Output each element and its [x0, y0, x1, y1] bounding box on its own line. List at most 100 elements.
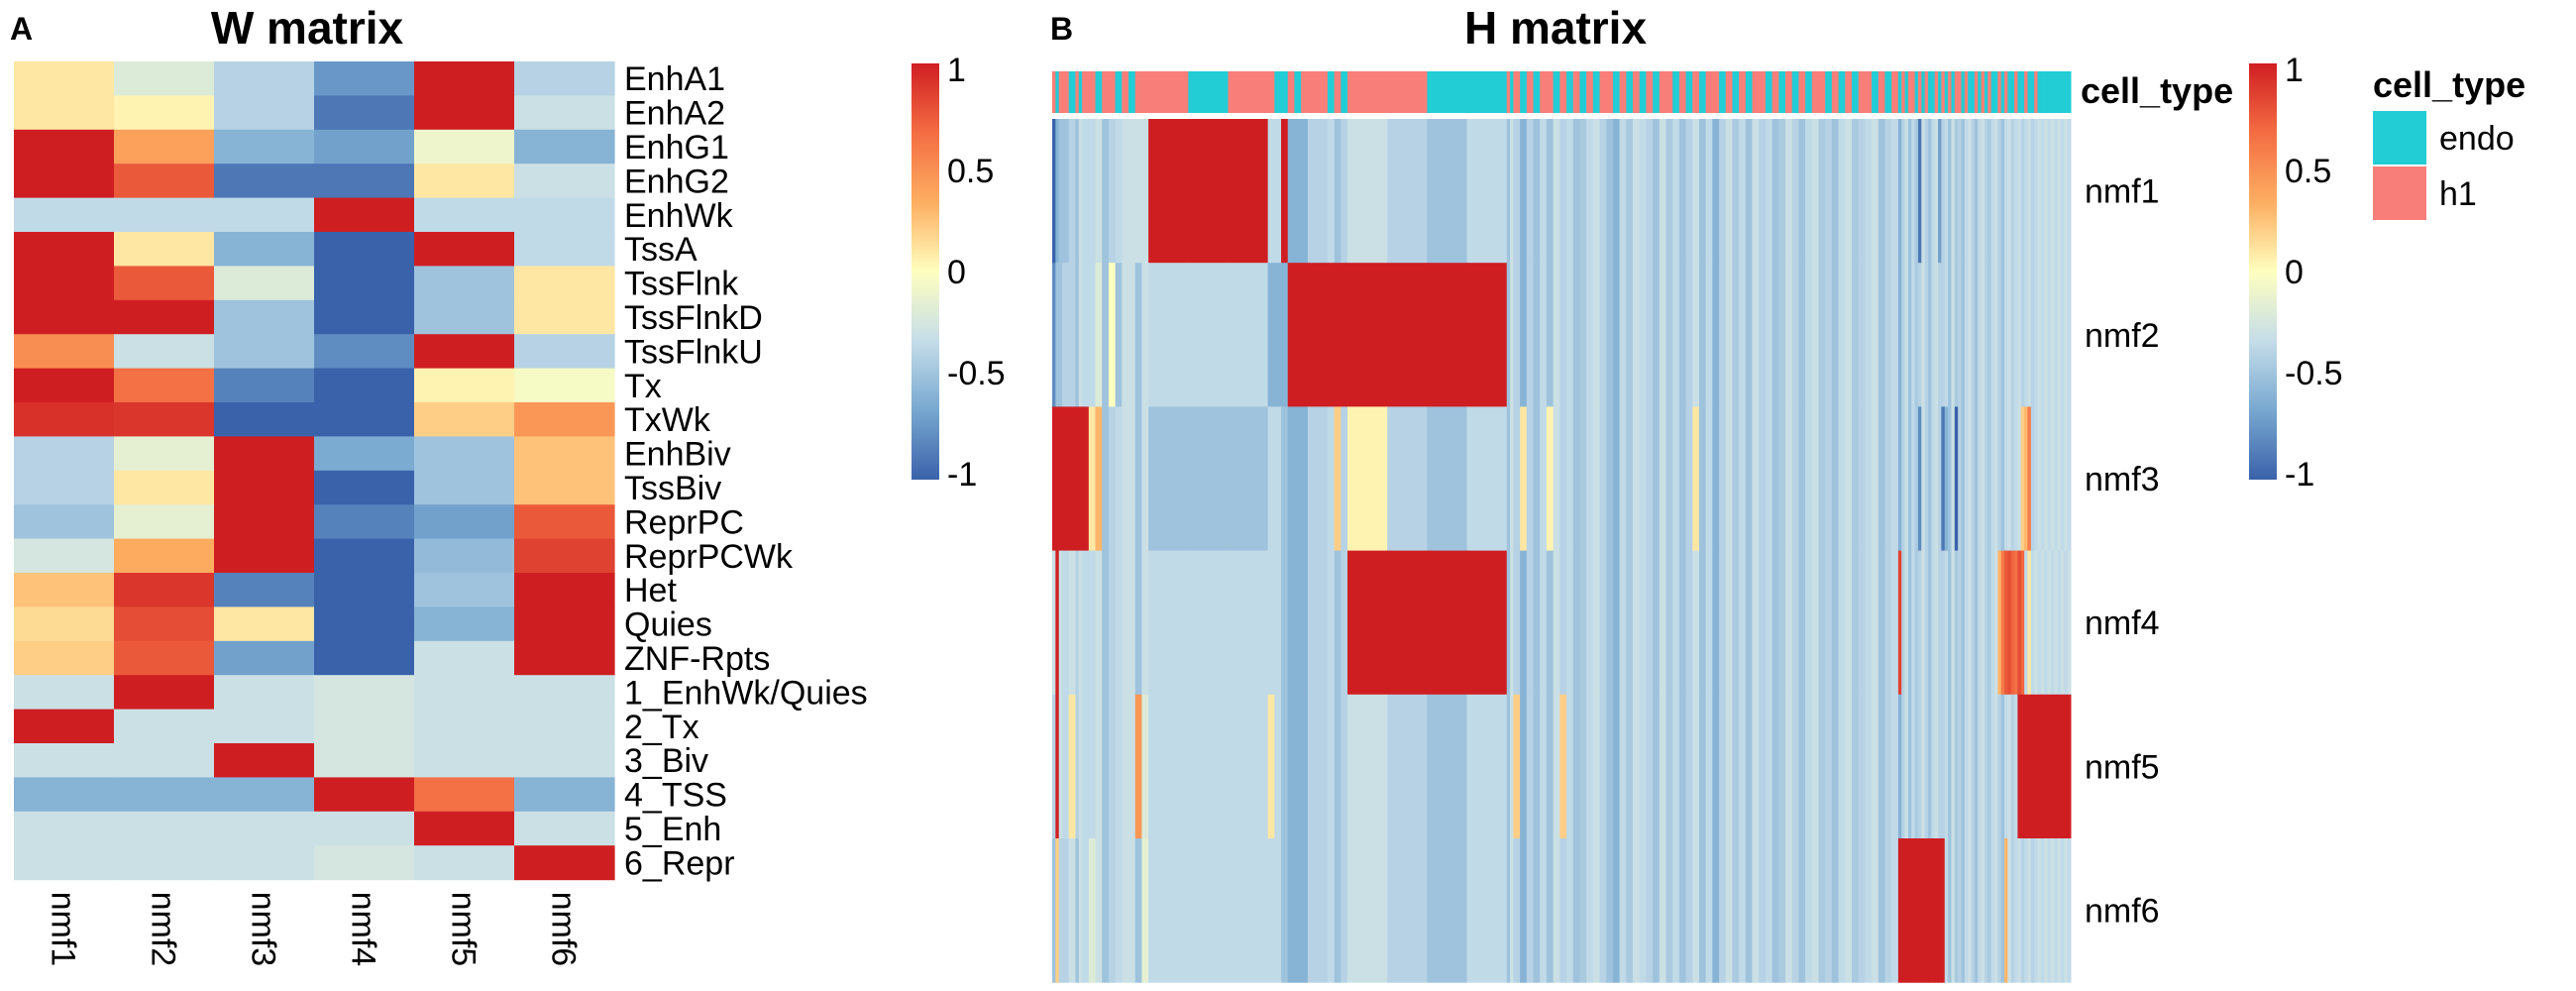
h-cell-nmf2: [1510, 263, 1514, 407]
h-cell-nmf3: [1466, 406, 1508, 552]
w-row-label: 1_EnhWk/Quies: [624, 674, 868, 712]
h-cell-nmf4: [1884, 550, 1892, 696]
h-cell-nmf4: [1626, 550, 1634, 696]
h-cell-nmf1: [1088, 119, 1097, 264]
h-cell-nmf5: [1058, 694, 1063, 839]
h-cell-nmf2: [1572, 263, 1580, 407]
h-cell-nmf4: [2040, 550, 2045, 696]
h-cell-nmf6: [1968, 838, 1973, 983]
cell-type-mark-h1: [1865, 71, 1873, 113]
w-matrix-row-labels: EnhA1EnhA2EnhG1EnhG2EnhWkTssATssFlnkTssF…: [624, 60, 868, 882]
h-cell-nmf1: [1619, 119, 1627, 264]
h-cell-nmf5: [1911, 694, 1916, 839]
h-cell-nmf4: [1062, 550, 1070, 696]
h-cell-nmf3: [1055, 406, 1060, 552]
h-cell-nmf2: [1058, 263, 1063, 407]
h-cell-nmf2: [1078, 263, 1083, 407]
h-cell-nmf1: [1134, 119, 1142, 264]
h-cell-nmf4: [1334, 550, 1342, 696]
h-cell-nmf4: [1971, 550, 1976, 696]
h-cell-nmf6: [2027, 838, 2032, 983]
w-scale-tick: 1: [947, 52, 966, 89]
h-cell-nmf1: [2014, 119, 2018, 264]
w-cell-reprpc-nmf6: [514, 504, 615, 540]
h-cell-nmf6: [2017, 838, 2022, 983]
w-cell-1-enhwk-quies-nmf2: [114, 675, 215, 711]
h-cell-nmf6: [2014, 838, 2018, 983]
w-row-label: TssA: [624, 231, 698, 269]
h-cell-nmf1: [1931, 119, 1936, 264]
h-cell-nmf4: [1347, 550, 1388, 696]
h-cell-nmf3: [1938, 406, 1942, 552]
h-cell-nmf1: [1062, 119, 1070, 264]
w-cell-tx-nmf2: [114, 368, 215, 403]
h-cell-nmf6: [1134, 838, 1142, 983]
legend-title: cell_type: [2373, 64, 2525, 105]
h-cell-nmf2: [1838, 263, 1846, 407]
h-cell-nmf3: [1978, 406, 1983, 552]
h-cell-nmf5: [1698, 694, 1707, 839]
h-cell-nmf1: [1058, 119, 1063, 264]
h-cell-nmf2: [1095, 263, 1103, 407]
h-cell-nmf2: [1897, 263, 1902, 407]
h-cell-nmf4: [1961, 550, 1966, 696]
w-cell-3-biv-nmf1: [14, 743, 115, 778]
h-cell-nmf2: [2030, 263, 2035, 407]
h-cell-nmf1: [1745, 119, 1754, 264]
h-cell-nmf1: [1068, 119, 1076, 264]
h-cell-nmf4: [1778, 550, 1786, 696]
w-cell-5-enh-nmf2: [114, 811, 215, 846]
h-cell-nmf6: [1752, 838, 1760, 983]
h-cell-nmf6: [1599, 838, 1607, 983]
w-cell-tssbiv-nmf4: [314, 470, 415, 505]
h-cell-nmf4: [1825, 550, 1833, 696]
w-cell-enhwk-nmf1: [14, 197, 115, 233]
h-cell-nmf2: [1974, 263, 1979, 407]
h-cell-nmf6: [1971, 838, 1976, 983]
cell-type-mark-h1: [1513, 71, 1521, 113]
h-cell-nmf6: [1427, 838, 1468, 983]
h-cell-nmf1: [1811, 119, 1820, 264]
h-cell-nmf6: [1653, 838, 1661, 983]
h-cell-nmf1: [1914, 119, 1919, 264]
w-cell-tssa-nmf3: [214, 232, 315, 267]
h-cell-nmf6: [1068, 838, 1076, 983]
h-cell-nmf2: [1506, 263, 1511, 407]
h-cell-nmf3: [2034, 406, 2039, 552]
h-cell-nmf6: [1646, 838, 1654, 983]
annotation-bar-label: cell_type: [2081, 70, 2233, 111]
w-cell-enhg1-nmf4: [314, 129, 415, 165]
h-cell-nmf2: [1911, 263, 1916, 407]
h-cell-nmf3: [1811, 406, 1820, 552]
h-cell-nmf6: [1347, 838, 1388, 983]
h-cell-nmf6: [1921, 838, 1926, 983]
w-column-label: nmf1: [45, 892, 82, 967]
h-cell-nmf3: [1082, 406, 1090, 552]
h-cell-nmf6: [1891, 838, 1899, 983]
h-cell-nmf3: [1771, 406, 1779, 552]
h-cell-nmf4: [1685, 550, 1693, 696]
h-cell-nmf4: [1928, 550, 1932, 696]
w-cell-6-repr-nmf2: [114, 845, 215, 881]
w-cell-quies-nmf3: [214, 606, 315, 642]
h-cell-nmf4: [2054, 550, 2059, 696]
w-cell-het-nmf5: [414, 573, 515, 607]
h-cell-nmf3: [1078, 406, 1083, 552]
h-cell-nmf1: [1533, 119, 1541, 264]
h-cell-nmf4: [1752, 550, 1760, 696]
h-cell-nmf6: [1632, 838, 1641, 983]
h-cell-nmf4: [1078, 550, 1083, 696]
h-cell-nmf2: [1546, 263, 1555, 407]
w-cell-reprpcwk-nmf4: [314, 538, 415, 574]
h-cell-nmf2: [1931, 263, 1936, 407]
h-cell-nmf1: [1546, 119, 1555, 264]
h-cell-nmf1: [1838, 119, 1846, 264]
h-cell-nmf3: [1987, 406, 1992, 552]
cell-type-mark-h1: [1997, 71, 2002, 113]
h-cell-nmf3: [2057, 406, 2062, 552]
h-cell-nmf6: [1122, 838, 1129, 983]
w-cell-znf-rpts-nmf4: [314, 640, 415, 676]
h-cell-nmf3: [1188, 406, 1229, 552]
w-cell-tx-nmf3: [214, 368, 315, 403]
h-cell-nmf2: [1891, 263, 1899, 407]
